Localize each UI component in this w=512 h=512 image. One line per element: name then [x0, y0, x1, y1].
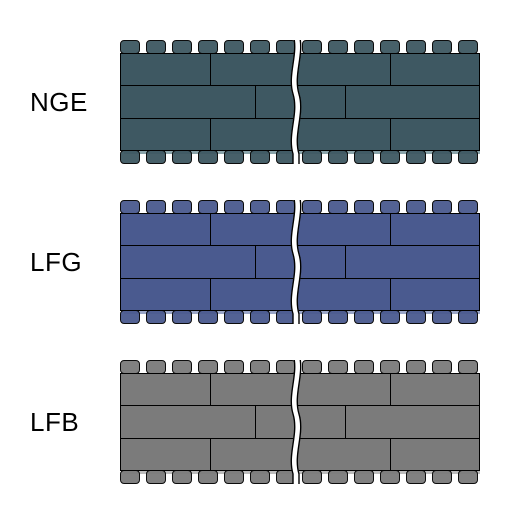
belt-label: LFG — [0, 247, 120, 278]
product-belt-diagram: NGE LFG LFB — [0, 0, 512, 512]
belt-graphic — [120, 360, 480, 484]
belt-row-nge: NGE — [0, 40, 512, 164]
belt-label: NGE — [0, 87, 120, 118]
belt-graphic — [120, 40, 480, 164]
belt-row-lfg: LFG — [0, 200, 512, 324]
belt-row-lfb: LFB — [0, 360, 512, 484]
belt-label: LFB — [0, 407, 120, 438]
belt-graphic — [120, 200, 480, 324]
